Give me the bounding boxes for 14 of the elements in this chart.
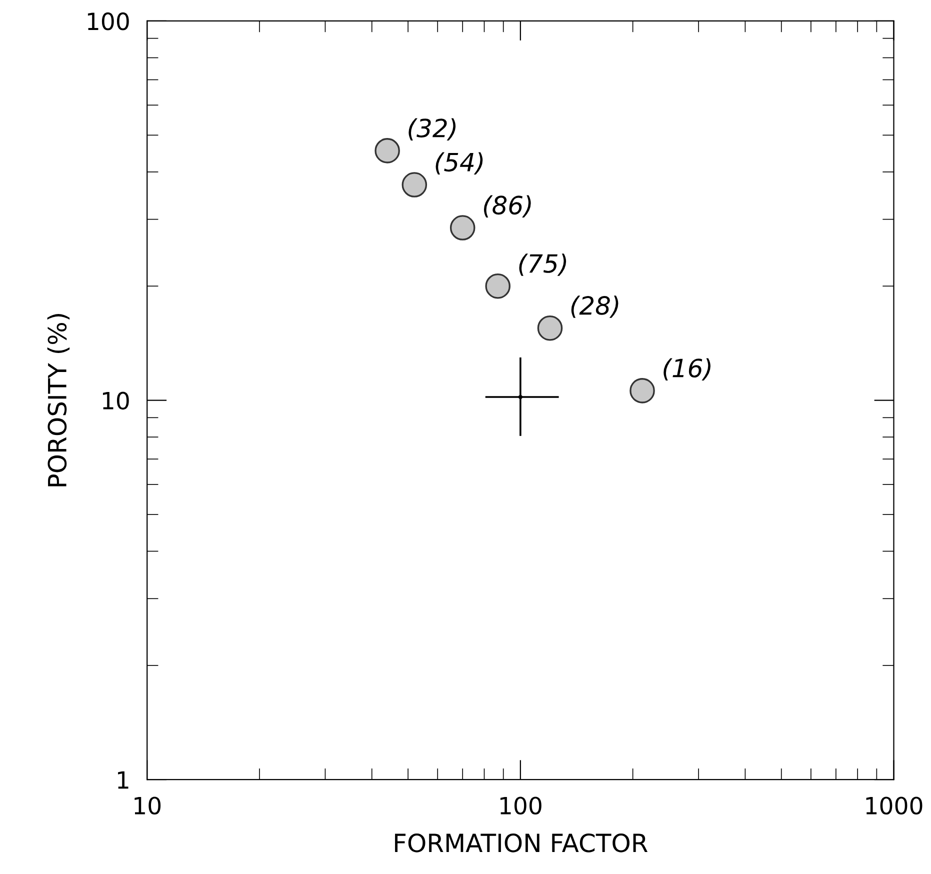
x-tick-label: 10 [134, 796, 161, 815]
y-tick-label: 10 [102, 392, 129, 410]
annotation: (32) [408, 118, 456, 140]
annotation: (16) [664, 358, 710, 380]
y-axis-title: POROSITY (%) [47, 314, 70, 486]
y-tick-label: 100 [88, 12, 129, 30]
y-tick-label: 1 [118, 771, 128, 789]
annotation: (28) [571, 296, 618, 318]
annotation: (86) [484, 195, 531, 218]
x-tick-label: 100 [500, 796, 542, 815]
annotation: (54) [436, 152, 483, 175]
x-axis-title: FORMATION FACTOR [395, 833, 648, 852]
annotation: (75) [519, 254, 566, 276]
x-tick-label: 1000 [866, 796, 922, 815]
